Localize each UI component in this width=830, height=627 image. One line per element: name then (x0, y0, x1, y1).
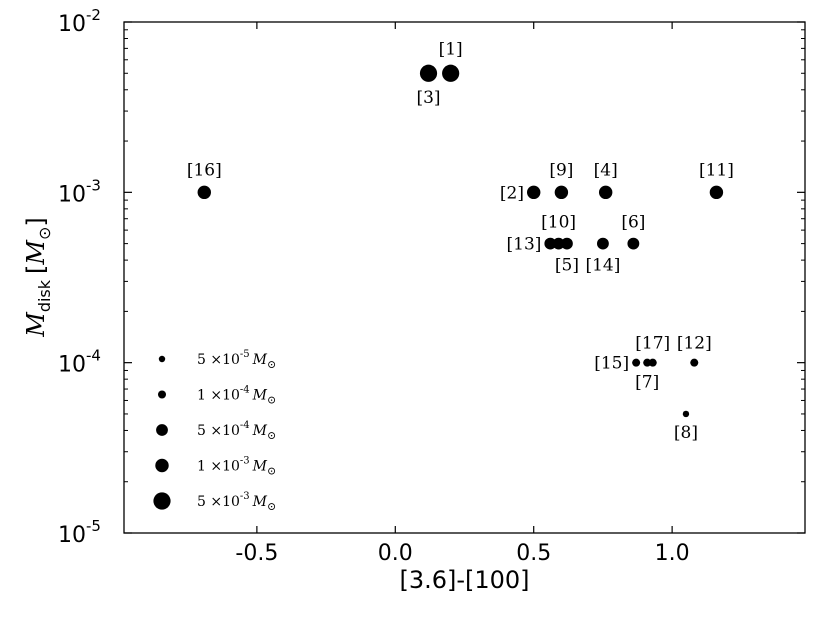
data-point (552, 237, 565, 250)
data-point (598, 185, 613, 200)
data-point (648, 358, 657, 367)
data-point-label: [10] (541, 213, 576, 233)
data-point-label: [15] (594, 354, 629, 374)
x-axis: -0.5 0.0 0.5 1.0 (235, 22, 690, 566)
data-point (442, 64, 460, 82)
data-point-label: [14] (585, 256, 620, 276)
y-tick-label: 10-5 (58, 517, 101, 548)
x-tick-label: -0.5 (235, 541, 278, 566)
data-point (690, 358, 699, 367)
y-tick-label: 10-2 (58, 6, 101, 37)
data-point-label: [6] (621, 213, 645, 233)
data-point-label: [4] (594, 161, 618, 181)
data-point-label: [3] (416, 88, 440, 108)
data-point (597, 237, 609, 250)
y-axis-title-unit-open: [ (22, 265, 50, 274)
data-point (682, 410, 690, 418)
data-point-label: [5] (555, 256, 579, 276)
data-point-label: [12] (677, 334, 712, 354)
data-point-label: [1] (439, 40, 463, 60)
legend: 5 ×10-5 M⊙ 1 ×10-4 M⊙ 5 ×10-4 M⊙ 1 ×10-3 M⊙ 5 ×1… (153, 349, 276, 513)
data-point (419, 64, 438, 82)
plot-area (123, 21, 806, 534)
y-axis: 10-5 10-4 10-3 10-2 (58, 6, 805, 548)
data-point (632, 358, 641, 367)
y-tick-label: 10-3 (58, 176, 101, 207)
y-axis-title-unit-close: ] (22, 217, 50, 226)
y-axis-title-subscript: disk (35, 279, 54, 312)
data-point (526, 185, 541, 200)
data-point-label: [16] (187, 161, 222, 181)
x-tick-label: 1.0 (655, 541, 690, 566)
y-axis-title: Mdisk[M⊙] (22, 217, 54, 338)
data-point-label: [2] (500, 183, 524, 203)
x-tick-label: 0.0 (378, 541, 413, 566)
data-point-label: [7] (635, 373, 659, 393)
data-point-label: [13] (507, 235, 542, 255)
legend-label: 5 ×10-5 M⊙ (197, 349, 276, 371)
legend-marker (158, 355, 166, 363)
legend-label: 5 ×10-4 M⊙ (197, 420, 276, 442)
data-point-label: [17] (635, 334, 670, 354)
y-axis-title-sun-symbol: ⊙ (35, 227, 54, 240)
legend-marker (155, 458, 169, 473)
data-point-label: [11] (699, 161, 734, 181)
data-point (643, 358, 652, 367)
y-tick-label: 10-4 (58, 347, 101, 378)
legend-marker (153, 492, 171, 510)
data-points: [1] [3] [16] [2] [9] [4] [11] [13][10] [5] [14] [6… (187, 40, 734, 443)
x-axis-title: [3.6]-[100] (399, 566, 529, 594)
data-point-label: [9] (549, 161, 573, 181)
legend-marker (156, 424, 168, 436)
legend-label: 1 ×10-3 M⊙ (197, 456, 276, 478)
legend-marker (157, 390, 167, 399)
y-axis-title-symbol: M (22, 311, 50, 338)
legend-label: 1 ×10-4 M⊙ (197, 385, 276, 407)
data-point (709, 185, 724, 200)
data-point (197, 185, 211, 200)
legend-label: 5 ×10-3 M⊙ (197, 491, 276, 513)
data-point (627, 237, 640, 250)
data-point (554, 185, 569, 200)
x-tick-label: 0.5 (516, 541, 551, 566)
data-point (544, 237, 557, 250)
data-point-label: [8] (674, 423, 698, 443)
y-axis-title-unit-symbol: M (22, 239, 50, 266)
data-point (561, 237, 573, 250)
